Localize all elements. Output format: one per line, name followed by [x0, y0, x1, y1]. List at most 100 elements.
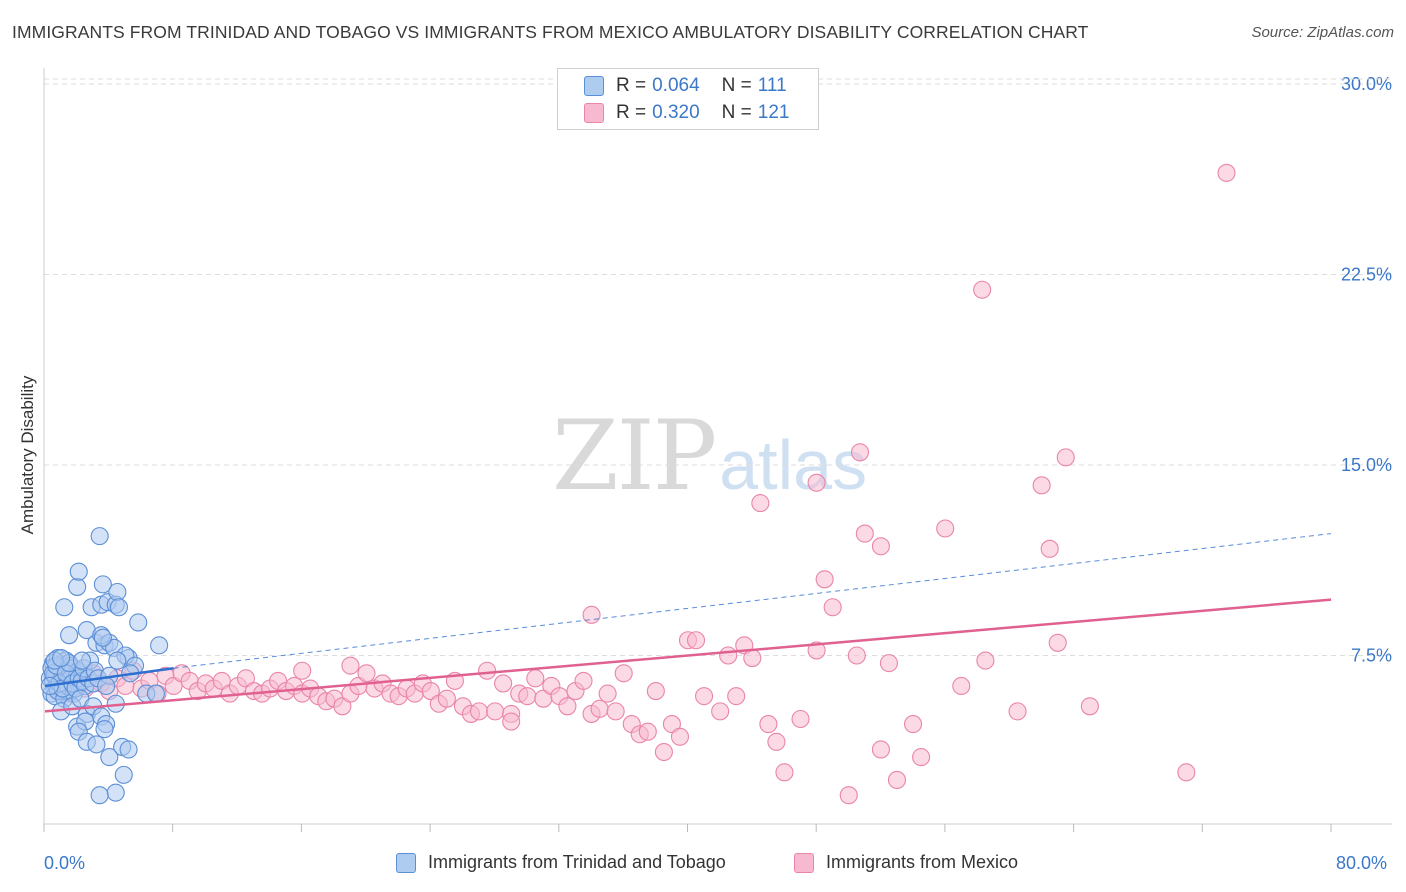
trinidad-point — [106, 783, 125, 802]
mexico-point — [494, 674, 513, 693]
trinidad-point — [95, 720, 114, 739]
bottom-legend-label: Immigrants from Mexico — [826, 852, 1019, 872]
bottom-legend-trinidad: Immigrants from Trinidad and Tobago — [396, 852, 726, 873]
trinidad-point — [108, 651, 127, 670]
mexico-point — [486, 702, 505, 721]
trinidad-point — [114, 765, 133, 784]
mexico-point — [646, 682, 665, 701]
mexico-point — [855, 524, 874, 543]
mexico-point — [469, 702, 489, 721]
mexico-point — [751, 494, 770, 513]
mexico-point — [887, 770, 907, 790]
mexico-point — [1080, 697, 1099, 716]
mexico-point — [807, 641, 826, 660]
mexico-point — [871, 740, 890, 759]
legend-r-label: R = — [616, 75, 647, 96]
mexico-point — [743, 648, 762, 668]
trinidad-point — [119, 740, 138, 759]
mexico-point — [879, 654, 898, 673]
trinidad-point — [100, 748, 119, 767]
mexico-point — [1048, 633, 1067, 652]
mexico-point — [357, 664, 376, 683]
mexico-point — [662, 715, 681, 734]
legend-row-trinidad: R = 0.064 N = 111 — [584, 73, 787, 99]
bottom-legend-swatch-pink — [794, 852, 814, 873]
mexico-trend-line — [44, 598, 1332, 713]
mexico-point — [598, 684, 617, 703]
mexico-point — [839, 786, 858, 805]
mexico-point — [1217, 163, 1236, 182]
trinidad-point — [93, 575, 112, 594]
trinidad-point — [90, 786, 109, 805]
x-tick-label-max: 80.0% — [1336, 853, 1388, 873]
mexico-point — [903, 715, 923, 734]
legend-r-value: 0.064 — [652, 75, 700, 96]
trinidad-point — [129, 613, 148, 632]
trinidad-point — [150, 636, 169, 655]
mexico-point — [590, 699, 609, 718]
mexico-point — [847, 646, 866, 665]
mexico-point — [767, 732, 786, 751]
legend-r-label: R = — [616, 102, 647, 123]
trinidad-point — [55, 598, 74, 617]
y-tick-label: 15.0% — [1341, 455, 1392, 475]
legend-swatch-blue — [584, 76, 604, 96]
trinidad-point — [146, 684, 165, 703]
trinidad-point — [69, 562, 88, 581]
trinidad-point — [97, 676, 116, 696]
mexico-point — [654, 742, 673, 762]
mexico-point — [293, 661, 312, 680]
mexico-point — [1008, 702, 1027, 721]
mexico-point — [1040, 539, 1059, 558]
y-tick-label: 7.5% — [1351, 646, 1392, 666]
mexico-point — [518, 687, 537, 706]
mexico-point — [759, 715, 778, 734]
mexico-point — [421, 682, 440, 701]
legend-row-mexico: R = 0.320 N = 121 — [584, 100, 789, 126]
mexico-point — [1177, 763, 1196, 782]
mexico-point — [775, 763, 794, 782]
mexico-point — [976, 651, 995, 670]
mexico-point — [437, 689, 456, 708]
mexico-point — [574, 671, 593, 690]
mexico-point — [871, 537, 890, 556]
mexico-point — [333, 697, 352, 716]
source-note: Source: ZipAtlas.com — [1251, 24, 1394, 41]
trinidad-point — [72, 651, 92, 670]
mexico-point — [212, 671, 231, 690]
trinidad-point — [60, 626, 79, 645]
mexico-point — [502, 712, 521, 731]
trinidad-trend-line — [44, 666, 174, 688]
mexico-point — [711, 702, 730, 721]
chart-title: IMMIGRANTS FROM TRINIDAD AND TOBAGO VS I… — [12, 22, 1089, 42]
legend-n-value: 121 — [757, 102, 790, 123]
mexico-point — [952, 676, 971, 696]
mexico-point — [1032, 476, 1051, 495]
mexico-point — [558, 697, 577, 716]
trinidad-point — [109, 598, 128, 617]
y-tick-label: 30.0% — [1341, 74, 1392, 94]
mexico-point — [807, 473, 826, 492]
mexico-point — [850, 443, 870, 462]
mexico-point — [973, 280, 992, 299]
bottom-legend-swatch-blue — [396, 852, 416, 873]
mexico-point — [341, 656, 360, 675]
mexico-point — [526, 669, 545, 688]
mexico-point — [236, 669, 255, 688]
mexico-point — [912, 748, 931, 767]
mexico-point — [719, 646, 738, 665]
mexico-point — [614, 664, 633, 683]
legend-n-value: 111 — [757, 75, 787, 96]
mexico-point — [727, 687, 746, 706]
mexico-point — [791, 709, 810, 729]
mexico-point — [1056, 448, 1075, 467]
legend-n-label: N = — [721, 102, 752, 123]
mexico-point — [582, 605, 601, 624]
mexico-point — [686, 631, 706, 650]
trinidad-point — [68, 577, 87, 596]
mexico-point — [478, 661, 497, 680]
legend-swatch-pink — [584, 103, 604, 123]
mexico-point — [638, 722, 657, 741]
trinidad-point — [87, 735, 106, 754]
y-tick-label: 22.5% — [1341, 265, 1392, 285]
